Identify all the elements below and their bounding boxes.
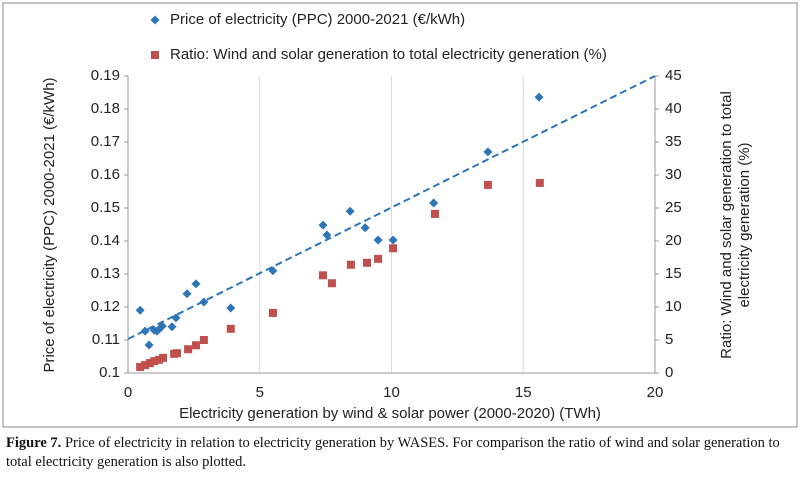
point [389, 244, 398, 253]
point [167, 322, 177, 332]
x-tick-label: 15 [515, 384, 532, 401]
point [534, 92, 544, 102]
caption-label: Figure 7. [6, 435, 62, 451]
point [226, 303, 236, 313]
y-tick-label: 0.18 [91, 100, 120, 117]
x-tick-label: 5 [256, 384, 264, 401]
y-axis-label: Price of electricity (PPC) 2000-2021 (€/… [41, 77, 58, 372]
point [199, 336, 208, 344]
y2-tick-label: 15 [665, 265, 682, 282]
x-axis-label: Electricity generation by wind & solar p… [179, 405, 601, 422]
point [318, 271, 327, 280]
y2-axis-label: electricity generation (%) [736, 142, 753, 307]
point [157, 321, 167, 331]
point [388, 235, 398, 245]
point [322, 230, 332, 240]
point [173, 349, 182, 358]
point [430, 209, 439, 218]
y2-tick-label: 5 [665, 331, 673, 348]
caption-text: Price of electricity in relation to elec… [6, 435, 780, 470]
y-tick-label: 0.14 [91, 232, 120, 249]
point [136, 363, 145, 372]
point [362, 258, 371, 267]
y-tick-label: 0.1 [99, 364, 120, 381]
y-tick-label: 0.19 [91, 67, 120, 84]
point [191, 341, 200, 350]
point [226, 324, 235, 333]
y2-tick-label: 45 [665, 67, 682, 84]
point [171, 313, 181, 323]
point [483, 180, 492, 189]
y2-axis-label: Ratio: Wind and solar generation to tota… [718, 91, 735, 359]
y2-tick-label: 25 [665, 199, 682, 216]
y2-tick-label: 0 [665, 364, 673, 381]
caption: Figure 7. Price of electricity in relati… [6, 434, 794, 472]
point [191, 279, 201, 289]
point [145, 359, 154, 368]
y2-tick-label: 35 [665, 133, 682, 150]
trendline [127, 75, 656, 340]
point [327, 279, 336, 288]
y2-tick-label: 30 [665, 166, 682, 183]
point [374, 254, 383, 263]
point [144, 340, 154, 350]
point [159, 353, 168, 362]
point [268, 308, 277, 317]
point [360, 223, 370, 233]
chart-frame [2, 2, 798, 428]
point [182, 289, 192, 299]
point [150, 357, 159, 366]
x-tick-label: 10 [383, 384, 400, 401]
legend-label: Ratio: Wind and solar generation to tota… [170, 46, 607, 63]
y-tick-label: 0.17 [91, 133, 120, 150]
x-tick-label: 20 [647, 384, 664, 401]
legend-marker [150, 15, 160, 25]
y-tick-label: 0.15 [91, 199, 120, 216]
legend-label: Price of electricity (PPC) 2000-2021 (€/… [170, 11, 465, 28]
y-tick-label: 0.11 [92, 331, 120, 348]
x-tick-label: 0 [124, 384, 132, 401]
point [140, 326, 150, 336]
point [535, 178, 544, 187]
y-tick-label: 0.13 [91, 265, 120, 282]
y2-tick-label: 40 [665, 100, 682, 117]
legend-marker [151, 51, 159, 59]
y2-tick-label: 10 [665, 298, 682, 315]
y2-tick-label: 20 [665, 232, 682, 249]
point [141, 361, 150, 370]
chart: Electricity generation by wind & solar p… [2, 2, 798, 428]
point [345, 206, 355, 216]
point [373, 235, 383, 245]
point [199, 297, 209, 307]
point [483, 147, 493, 157]
point [318, 220, 328, 230]
y-tick-label: 0.16 [91, 166, 120, 183]
y-tick-label: 0.12 [91, 298, 120, 315]
point [429, 198, 439, 208]
point [268, 266, 278, 276]
point [346, 260, 355, 269]
point [184, 345, 193, 354]
point [135, 305, 145, 315]
